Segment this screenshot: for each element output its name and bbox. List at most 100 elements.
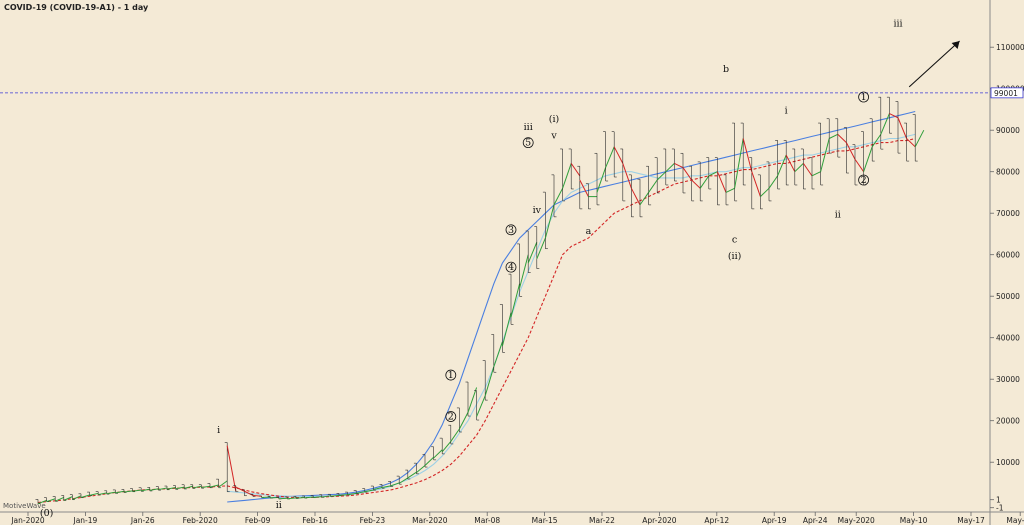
up-close-line [166, 487, 176, 490]
up-close-line [493, 341, 503, 367]
x-tick-label: Jan-2020 [10, 516, 45, 525]
up-close-line [811, 171, 821, 177]
x-tick-label: Apr-12 [704, 516, 729, 525]
wave-circle [522, 137, 534, 149]
up-close-line [863, 146, 873, 172]
x-tick-label: Mar-15 [532, 516, 558, 525]
wave-label: b [723, 64, 729, 75]
up-close-line [450, 428, 460, 442]
up-close-line [192, 485, 202, 489]
x-tick-label: Feb-23 [360, 516, 386, 525]
down-close-line [691, 179, 701, 189]
up-close-line [536, 237, 546, 260]
up-close-line [295, 496, 305, 499]
up-close-line [828, 133, 839, 139]
x-tick-label: May-10 [900, 516, 928, 525]
down-close-line [226, 445, 237, 492]
up-close-line [347, 492, 357, 496]
up-close-line [656, 171, 667, 181]
y-tick-label: 50000 [996, 292, 1020, 301]
up-close-line [768, 175, 779, 189]
up-close-line [476, 395, 486, 417]
wave-label: i [785, 106, 788, 117]
x-tick-label: Apr-2020 [642, 516, 677, 525]
up-close-line [37, 499, 47, 505]
down-close-line [845, 142, 856, 160]
up-close-line [639, 192, 650, 206]
down-close-line [622, 163, 632, 189]
up-close-line [98, 492, 107, 496]
y-tick-label: 90000 [996, 126, 1020, 135]
price-line-label: 99001 [994, 89, 1018, 98]
up-close-line [665, 163, 675, 173]
up-close-line [760, 187, 770, 197]
wave-label: iv [533, 205, 542, 216]
wave-label: i [217, 425, 220, 436]
down-close-line [682, 167, 693, 181]
ma-fast-line [37, 137, 916, 504]
wave-circle-label: 2 [448, 412, 454, 423]
y-tick-label: 40000 [996, 334, 1020, 343]
down-close-line [854, 158, 865, 172]
arrow-head-icon [951, 40, 960, 49]
up-close-line [596, 167, 607, 193]
wave-circle-label: 5 [525, 138, 531, 149]
wave-circle [505, 261, 517, 273]
y-tick-label: 80000 [996, 168, 1020, 177]
x-tick-label: Mar-08 [474, 516, 500, 525]
wave-circle [445, 411, 457, 422]
wave-circle-label: 3 [508, 225, 514, 236]
up-close-line [458, 412, 469, 430]
chart-title: COVID-19 (COVID-19-A1) - 1 day [4, 3, 149, 12]
price-line-box [990, 87, 1024, 99]
wave-label: (ii) [728, 251, 742, 262]
wave-circle [505, 224, 517, 236]
up-close-line [209, 484, 219, 488]
up-close-line [544, 204, 555, 239]
wave-label: c [732, 234, 737, 245]
up-close-line [725, 187, 735, 193]
down-close-line [742, 138, 753, 172]
up-close-line [398, 477, 409, 484]
up-close-line [373, 487, 383, 491]
up-close-line [80, 494, 90, 498]
wave-circle [858, 174, 869, 186]
up-close-line [708, 171, 718, 177]
up-close-line [106, 491, 116, 495]
wave-circle-label: 1 [448, 370, 454, 381]
wave-label: a [586, 226, 592, 237]
x-tick-label: Mar-22 [589, 516, 615, 525]
up-close-line [734, 138, 744, 189]
down-close-line [613, 146, 624, 164]
up-close-line [527, 242, 538, 264]
up-close-line [484, 366, 495, 396]
y-tick-label: 110000 [996, 43, 1024, 52]
x-tick-label: May-23 [1006, 516, 1024, 525]
up-close-line [55, 497, 64, 502]
projection-arrow [908, 40, 960, 88]
wave-label: ii [276, 500, 282, 511]
up-close-line [63, 496, 73, 501]
x-tick-label: Feb-2020 [183, 516, 218, 525]
up-close-line [175, 486, 185, 490]
up-close-line [562, 163, 572, 189]
up-close-line [304, 496, 314, 499]
up-close-line [132, 489, 142, 492]
x-tick-label: May-2020 [838, 516, 875, 525]
up-close-line [794, 163, 804, 173]
x-tick-label: Jan-19 [72, 516, 97, 525]
up-close-line [519, 254, 529, 289]
up-close-line [871, 134, 882, 148]
up-close-line [123, 490, 133, 493]
up-close-line [777, 154, 787, 177]
up-close-line [201, 485, 211, 489]
up-close-line [441, 441, 452, 453]
up-close-line [149, 488, 159, 491]
down-close-line [751, 171, 761, 197]
wave-circle-label: 4 [508, 262, 514, 273]
up-close-line [699, 175, 710, 189]
y-tick-label: 1 [996, 496, 1001, 505]
x-tick-label: Feb-09 [245, 516, 271, 525]
